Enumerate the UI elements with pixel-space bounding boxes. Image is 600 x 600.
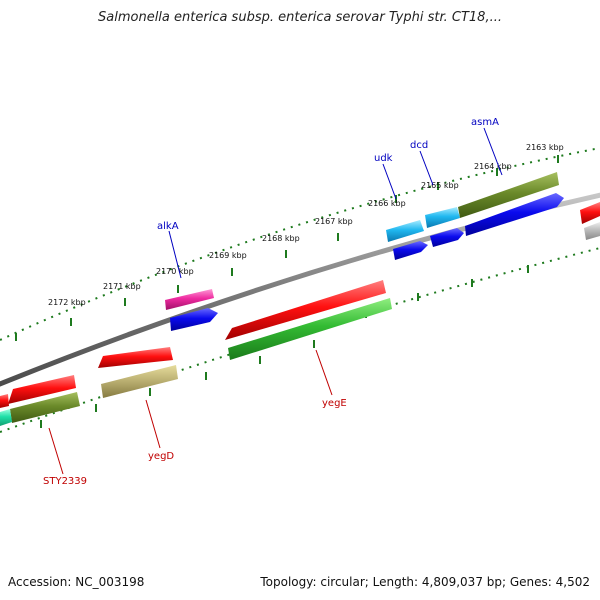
gene-label-yegD[interactable]: yegD (148, 451, 174, 462)
gene-label-STY2339[interactable]: STY2339 (43, 476, 87, 487)
tick-label-2165: 2165 kbp (421, 181, 459, 190)
gene-label-yegE[interactable]: yegE (322, 398, 347, 409)
tick-label-2168: 2168 kbp (262, 234, 300, 243)
feature-cyan-udk[interactable] (386, 220, 424, 242)
map-title: Salmonella enterica subsp. enterica sero… (98, 10, 502, 25)
feature-olive-asmA[interactable] (458, 172, 559, 218)
tick-label-2172: 2172 kbp (48, 298, 86, 307)
feature-khaki-yegD[interactable] (101, 365, 178, 398)
tick-label-2169: 2169 kbp (209, 251, 247, 260)
major-ticks (15, 155, 559, 428)
feature-green-yegE[interactable] (228, 298, 392, 360)
gene-label-udk[interactable]: udk (374, 153, 393, 164)
forward-leader-lines (168, 127, 503, 279)
feature-red-yegE[interactable] (225, 280, 386, 340)
feature-magenta[interactable] (165, 289, 214, 310)
reverse-leader-lines (48, 349, 333, 475)
accession-text: Accession: NC_003198 (8, 575, 145, 589)
topology-text: Topology: circular; Length: 4,809,037 bp… (260, 575, 590, 589)
tick-label-2167: 2167 kbp (315, 217, 353, 226)
tick-label-2163: 2163 kbp (526, 143, 564, 152)
feature-blue-udk[interactable] (393, 241, 428, 260)
genome-backbone (0, 192, 600, 387)
feature-gray-right-edge[interactable] (584, 222, 600, 240)
tick-label-2164: 2164 kbp (474, 162, 512, 171)
gene-label-alkA[interactable]: alkA (157, 221, 179, 232)
feature-olive-STY2339[interactable] (10, 392, 80, 423)
feature-red-right-edge[interactable] (580, 202, 600, 224)
feature-blue-asmA[interactable] (465, 193, 564, 236)
tick-track-lower (0, 247, 600, 433)
gene-label-dcd[interactable]: dcd (410, 140, 428, 151)
feature-red-yegD-upper[interactable] (98, 347, 173, 368)
tick-label-2171: 2171 kbp (103, 282, 141, 291)
feature-blue-dcd[interactable] (430, 228, 464, 247)
tick-track-upper (0, 147, 600, 341)
feature-red-left-edge[interactable] (0, 394, 9, 408)
feature-blue-alkA[interactable] (170, 308, 218, 331)
tick-label-2166: 2166 kbp (368, 199, 406, 208)
feature-teal-left-edge[interactable] (0, 409, 12, 426)
gene-label-asmA[interactable]: asmA (471, 117, 499, 128)
feature-cyan-dcd[interactable] (425, 207, 460, 228)
feature-red-left[interactable] (8, 375, 76, 404)
tick-label-2170: 2170 kbp (156, 267, 194, 276)
